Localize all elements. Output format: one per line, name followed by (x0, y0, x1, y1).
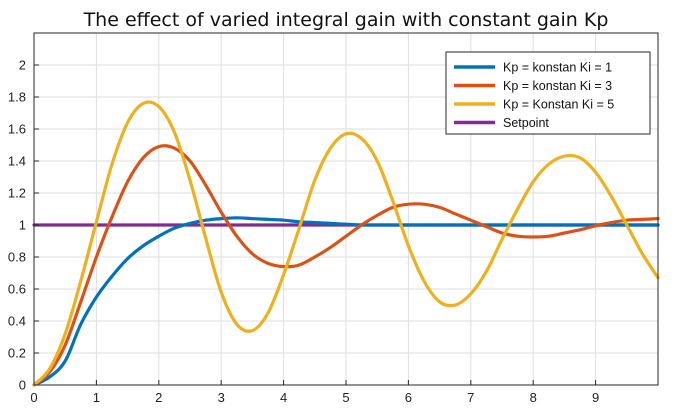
y-tick-label: 1.8 (8, 90, 26, 105)
axes-box (33, 32, 659, 386)
legend: Kp = konstan Ki = 1 Kp = konstan Ki = 3 Kp… (445, 51, 651, 135)
y-tick-label: 0.4 (8, 314, 26, 329)
series-line-3 (32, 100, 660, 387)
legend-label: Kp = konstan Ki = 3 (503, 79, 612, 93)
y-tick-label: 0.2 (8, 346, 26, 361)
legend-label: Kp = Konstan Ki = 5 (503, 98, 614, 112)
x-tick-label: 5 (342, 390, 349, 405)
y-axis: 0 0.2 0.4 0.6 0.8 1 1.2 1.4 1.6 1.8 2 (8, 58, 39, 393)
x-tick-label: 7 (467, 390, 474, 405)
x-tick-label: 6 (405, 390, 412, 405)
legend-label: Kp = konstan Ki = 1 (503, 61, 612, 75)
series-line-1 (32, 216, 660, 387)
y-tick-label: 0.8 (8, 250, 26, 265)
x-tick-label: 8 (530, 390, 537, 405)
y-tick-label: 1.4 (8, 154, 26, 169)
x-tick-label: 4 (280, 390, 287, 405)
x-tick-label: 3 (218, 390, 225, 405)
x-axis: 0 1 2 3 4 5 6 7 8 9 (30, 380, 599, 405)
series-lines (32, 100, 660, 387)
x-tick-label: 2 (155, 390, 162, 405)
legend-label: Setpoint (503, 116, 549, 130)
x-tick-label: 0 (30, 390, 37, 405)
chart-title: The effect of varied integral gain with … (83, 9, 609, 31)
y-tick-label: 2 (19, 58, 26, 73)
series-line-2 (32, 144, 660, 387)
y-tick-label: 1.2 (8, 186, 26, 201)
x-tick-label: 9 (592, 390, 599, 405)
y-tick-label: 0 (19, 378, 26, 393)
y-tick-label: 0.6 (8, 282, 26, 297)
y-tick-label: 1.6 (8, 122, 26, 137)
y-tick-label: 1 (19, 218, 26, 233)
x-tick-label: 1 (93, 390, 100, 405)
